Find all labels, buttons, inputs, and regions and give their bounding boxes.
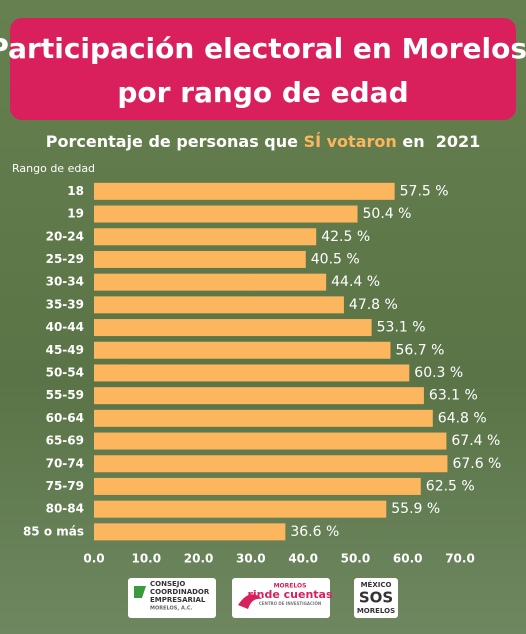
x-tick-label: 70.0 xyxy=(445,552,475,566)
bar xyxy=(94,409,433,427)
value-label: 63.1 % xyxy=(429,388,478,404)
x-tick-label: 20.0 xyxy=(184,552,214,566)
y-tick-label: 25-29 xyxy=(46,252,84,266)
bar xyxy=(94,500,387,518)
logo-text: EMPRESARIAL xyxy=(150,596,206,604)
value-label: 62.5 % xyxy=(426,478,475,494)
bar xyxy=(94,455,448,473)
logo-icon xyxy=(134,586,146,598)
value-label: 50.4 % xyxy=(363,206,412,222)
bar xyxy=(94,432,447,450)
y-tick-label: 20-24 xyxy=(46,229,84,243)
value-label: 53.1 % xyxy=(377,320,426,336)
value-label: 67.6 % xyxy=(452,456,501,472)
logo-text: MORELOS xyxy=(357,607,395,615)
value-label: 44.4 % xyxy=(331,274,380,290)
subtitle: Porcentaje de personas que SÍ votaron en… xyxy=(46,132,481,151)
x-tick-label: 10.0 xyxy=(131,552,161,566)
x-tick-label: 50.0 xyxy=(341,552,371,566)
bar xyxy=(94,182,395,200)
value-label: 56.7 % xyxy=(395,342,444,358)
logo-box xyxy=(128,578,216,618)
y-tick-label: 40-44 xyxy=(46,320,84,334)
logo-text: CONSEJO xyxy=(150,580,185,588)
value-label: 57.5 % xyxy=(400,183,449,199)
y-axis-label: Rango de edad xyxy=(12,162,95,175)
y-tick-label: 60-64 xyxy=(46,411,84,425)
logos xyxy=(128,578,398,618)
subtitle-part: Porcentaje de personas que xyxy=(46,132,304,151)
x-tick-label: 40.0 xyxy=(288,552,318,566)
value-label: 36.6 % xyxy=(290,524,339,540)
y-tick-label: 65-69 xyxy=(46,434,84,448)
logo-text: COORDINADOR xyxy=(150,588,210,596)
bar xyxy=(94,341,391,359)
bar xyxy=(94,477,421,495)
x-tick-label: 0.0 xyxy=(83,552,104,566)
logo-icon xyxy=(238,594,262,609)
title-line: por rango de edad xyxy=(117,76,408,109)
logo-box xyxy=(354,578,398,618)
y-tick-label: 80-84 xyxy=(46,502,84,516)
title-box xyxy=(10,18,516,120)
y-tick-label: 35-39 xyxy=(46,297,84,311)
logo-text: CENTRO DE INVESTIGACIÓN xyxy=(259,601,321,606)
value-label: 67.4 % xyxy=(451,433,500,449)
bar xyxy=(94,523,286,541)
value-label: 55.9 % xyxy=(391,501,440,517)
value-label: 42.5 % xyxy=(321,229,370,245)
bar xyxy=(94,228,317,246)
logo-text: MORELOS, A.C. xyxy=(150,606,193,612)
value-label: 47.8 % xyxy=(349,297,398,313)
bar xyxy=(94,296,344,314)
logo-box xyxy=(232,578,330,618)
y-tick-label: 55-59 xyxy=(46,388,84,402)
y-tick-label: 30-34 xyxy=(46,275,84,289)
bar xyxy=(94,364,410,382)
bar xyxy=(94,250,306,268)
value-label: 60.3 % xyxy=(414,365,463,381)
subtitle-part: en 2021 xyxy=(397,132,480,151)
subtitle-highlight: SÍ votaron xyxy=(304,132,397,151)
y-tick-label: 18 xyxy=(67,184,84,198)
logo-text: MÉXICO xyxy=(361,580,392,589)
bar xyxy=(94,273,327,291)
x-tick-label: 30.0 xyxy=(236,552,266,566)
logo-text: SOS xyxy=(359,589,393,607)
value-label: 40.5 % xyxy=(311,251,360,267)
y-tick-label: 75-79 xyxy=(46,479,84,493)
bar xyxy=(94,387,424,405)
y-tick-label: 70-74 xyxy=(46,456,84,470)
y-tick-label: 45-49 xyxy=(46,343,84,357)
y-tick-label: 19 xyxy=(67,207,84,221)
x-tick-label: 60.0 xyxy=(393,552,423,566)
value-label: 64.8 % xyxy=(438,410,487,426)
y-tick-label: 50-54 xyxy=(46,365,84,379)
bar xyxy=(94,205,358,223)
y-tick-label: 85 o más xyxy=(23,524,84,538)
logo-text: MORELOS xyxy=(274,583,307,590)
logo-text: rinde cuentas xyxy=(247,588,333,601)
bar xyxy=(94,319,372,337)
title-line: Participación electoral en Morelos, xyxy=(0,32,526,65)
